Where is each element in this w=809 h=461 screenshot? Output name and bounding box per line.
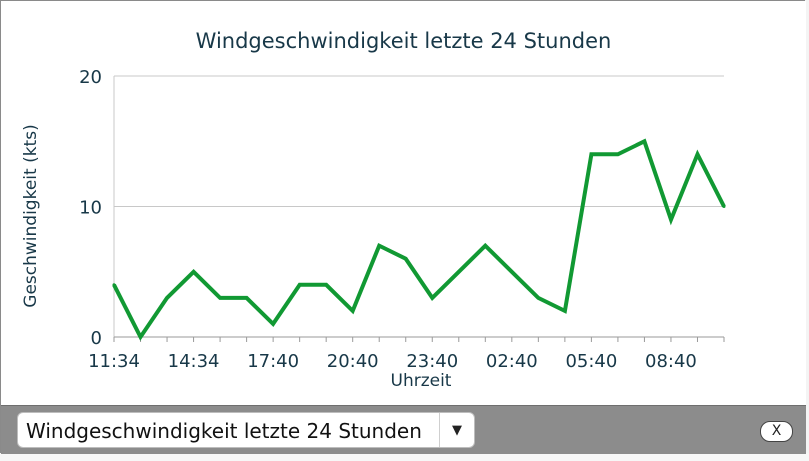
data-point: [112, 283, 116, 287]
data-point: [695, 152, 699, 156]
x-tick-label: 11:34: [88, 351, 140, 372]
data-point: [430, 296, 434, 300]
y-axis-label: Geschwindigkeit (kts): [21, 124, 41, 308]
popup-footer: Windgeschwindigkeit letzte 24 Stunden ▼ …: [1, 405, 806, 454]
data-point: [139, 335, 143, 339]
data-point: [404, 257, 408, 261]
chart-select-dropdown[interactable]: Windgeschwindigkeit letzte 24 Stunden ▼: [17, 412, 475, 448]
data-point: [483, 244, 487, 248]
y-tick-label: 0: [91, 328, 102, 349]
series-line: [112, 138, 726, 341]
data-point: [563, 309, 567, 313]
chart-select-value: Windgeschwindigkeit letzte 24 Stunden: [26, 419, 422, 443]
data-point: [377, 244, 381, 248]
data-point: [589, 152, 593, 156]
data-point: [351, 309, 355, 313]
data-point: [165, 296, 169, 300]
x-axis-label: Uhrzeit: [390, 371, 452, 391]
line-chart: 0 10 20 11:34 14:34 17:40 20:40 23:40 02:40 05:40…: [79, 67, 726, 372]
data-point: [192, 270, 196, 274]
data-point: [722, 205, 726, 208]
x-tick-label: 05:40: [565, 351, 617, 372]
y-tick-label: 20: [79, 67, 102, 88]
data-point: [457, 270, 461, 274]
data-point: [245, 296, 249, 300]
data-point: [271, 322, 275, 326]
y-tick-label: 10: [79, 198, 102, 219]
data-point: [324, 283, 328, 287]
chevron-down-icon[interactable]: ▼: [439, 413, 474, 447]
data-point: [298, 283, 302, 287]
data-point: [218, 296, 222, 300]
data-point: [536, 296, 540, 300]
chart-title: Windgeschwindigkeit letzte 24 Stunden: [195, 29, 612, 53]
data-point: [616, 152, 620, 156]
x-tick-label: 02:40: [486, 351, 538, 372]
background-page-edge-bottom: [0, 453, 809, 461]
x-tick-label: 08:40: [645, 351, 697, 372]
x-tick-label: 14:34: [168, 351, 220, 372]
close-button[interactable]: X: [760, 421, 793, 442]
x-tick-label: 17:40: [247, 351, 299, 372]
data-point: [669, 218, 673, 222]
data-point: [642, 139, 646, 143]
data-point: [510, 270, 514, 274]
x-tick-label: 20:40: [327, 351, 379, 372]
x-tick-label: 23:40: [406, 351, 458, 372]
background-page-edge: [805, 0, 809, 461]
